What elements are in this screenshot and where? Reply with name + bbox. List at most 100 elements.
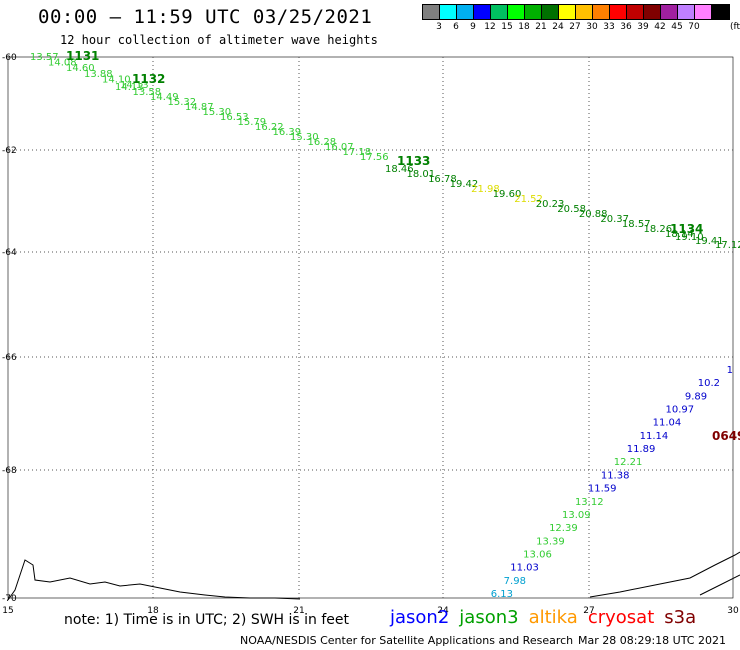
- lat-label: -68: [2, 466, 17, 476]
- wave-height-label: 11.03: [510, 563, 539, 574]
- wave-height-label: 17.18: [343, 147, 372, 158]
- wave-height-label: 14.60: [66, 63, 95, 74]
- legend-swatch: [627, 5, 644, 19]
- wave-height-label: 16.78: [428, 174, 457, 185]
- wave-height-label: 6.13: [491, 589, 513, 600]
- wave-height-label: 21.52: [514, 194, 543, 205]
- track-1133: 18.4618.0116.7819.4221.9819.6021.5220.23…: [385, 154, 694, 240]
- legend-swatch: [457, 5, 474, 19]
- wave-height-label: 18.26: [643, 224, 672, 235]
- footer-note: note: 1) Time is in UTC; 2) SWH is in fe…: [64, 612, 350, 628]
- wave-height-label: 11.59: [588, 484, 617, 495]
- wave-height-label: 18.01: [407, 169, 436, 180]
- lon-label: 27: [583, 606, 594, 616]
- wave-height-label: 18.46: [385, 164, 414, 175]
- wave-height-label: 19.42: [450, 179, 479, 190]
- wave-height-label: 7.98: [504, 576, 526, 587]
- satellite-cryosat: cryosat: [587, 607, 655, 628]
- generation-timestamp: Mar 28 08:29:18 UTC 2021: [578, 634, 726, 647]
- lon-label: 21: [293, 606, 304, 616]
- legend-swatch: [576, 5, 593, 19]
- wave-height-label: 12.21: [614, 457, 643, 468]
- wave-height-label: 19.41: [695, 236, 724, 247]
- track-0649: 1 10.2 9.89 10.97 11.04 11.14 11.89 12.21 11.38 1…: [491, 365, 740, 600]
- legend-label: 18: [518, 22, 530, 32]
- legend-swatch: [440, 5, 457, 19]
- wave-height-label: 16.07: [325, 142, 354, 153]
- pass-id-label: 0649: [712, 429, 740, 443]
- coastline-path-inland: [699, 574, 740, 596]
- legend-label: 21: [535, 22, 547, 32]
- wave-height-label: 13.57: [30, 52, 59, 63]
- satellite-jason2: jason2: [390, 607, 450, 628]
- wave-height-label: 10.2: [698, 378, 720, 389]
- wave-height-label: 18.14: [665, 229, 694, 240]
- pass-id-label: 1131: [66, 49, 99, 63]
- wave-height-label: 11.14: [640, 431, 669, 442]
- pass-id-label: 1134: [670, 222, 703, 236]
- map-frame: [7, 56, 734, 599]
- antarctic-coastline: [7, 551, 740, 601]
- coastline-path: [7, 559, 301, 601]
- satellite-tracks: 13.5714.0814.6013.8814.1014.13113114.131…: [30, 49, 740, 600]
- wave-height-label: 16.22: [255, 122, 284, 133]
- legend-label: 24: [552, 22, 564, 32]
- legend-label: 30: [586, 22, 598, 32]
- wave-height-label: 19.10: [675, 232, 704, 243]
- legend-label: 6: [453, 22, 459, 32]
- wave-height-label: 10.97: [666, 405, 695, 416]
- legend-swatches: [422, 4, 730, 20]
- wave-height-label: 11.04: [653, 418, 682, 429]
- legend-swatch: [678, 5, 695, 19]
- legend-swatch: [610, 5, 627, 19]
- lat-label: -60: [2, 53, 17, 63]
- satellite-s3a: s3a: [664, 607, 697, 628]
- wave-height-label: 14.13: [115, 82, 144, 93]
- legend-label: 70: [688, 22, 700, 32]
- legend-label: 33: [603, 22, 615, 32]
- lat-label: -62: [2, 146, 17, 156]
- legend-swatch: [661, 5, 678, 19]
- wave-height-label: 11.38: [601, 470, 630, 481]
- lat-label: -66: [2, 353, 17, 363]
- map-subtitle: 12 hour collection of altimeter wave hei…: [60, 33, 378, 47]
- pass-id-label: 1133: [397, 154, 430, 168]
- lon-label: 30: [727, 606, 739, 616]
- legend-swatch: [695, 5, 712, 19]
- wave-height-label: 15.32: [168, 97, 197, 108]
- wave-height-label: 14.87: [185, 102, 214, 113]
- legend-swatch: [559, 5, 576, 19]
- legend-label: 42: [654, 22, 666, 32]
- wave-height-label: 11.89: [627, 444, 656, 455]
- wave-height-label: 15.79: [238, 117, 267, 128]
- wave-height-label: 14.13: [120, 80, 149, 91]
- legend-label: 27: [569, 22, 581, 32]
- wave-height-label: 19.60: [493, 189, 522, 200]
- wave-height-label: 13.12: [575, 497, 604, 508]
- wave-height-label: 20.88: [579, 209, 608, 220]
- legend-label: 12: [484, 22, 496, 32]
- legend-label: 9: [470, 22, 476, 32]
- wave-height-label: 13.58: [133, 87, 162, 98]
- wave-height-label: 17.12: [715, 240, 740, 251]
- legend-swatch: [474, 5, 491, 19]
- axis-labels: -60 -62 -64 -66 -68 -70 15 18 21 24 27 30: [2, 53, 739, 616]
- wave-height-label: 12.39: [549, 523, 578, 534]
- wave-height-label: 16.53: [220, 112, 249, 123]
- wave-height-label: 9.89: [685, 391, 707, 402]
- wave-height-label: 16.39: [273, 127, 302, 138]
- wave-height-label: 13.06: [523, 549, 552, 560]
- pass-id-label: 1132: [132, 72, 165, 86]
- legend-label: 3: [436, 22, 442, 32]
- legend-swatch: [508, 5, 525, 19]
- wave-height-label: 13.39: [536, 536, 565, 547]
- legend-swatch: [542, 5, 559, 19]
- legend-label: 45: [671, 22, 683, 32]
- satellite-legend: jason2 jason3 altika cryosat s3a: [390, 607, 706, 628]
- wave-height-label: 14.49: [150, 92, 179, 103]
- legend-label: 36: [620, 22, 632, 32]
- satellite-jason3: jason3: [459, 607, 519, 628]
